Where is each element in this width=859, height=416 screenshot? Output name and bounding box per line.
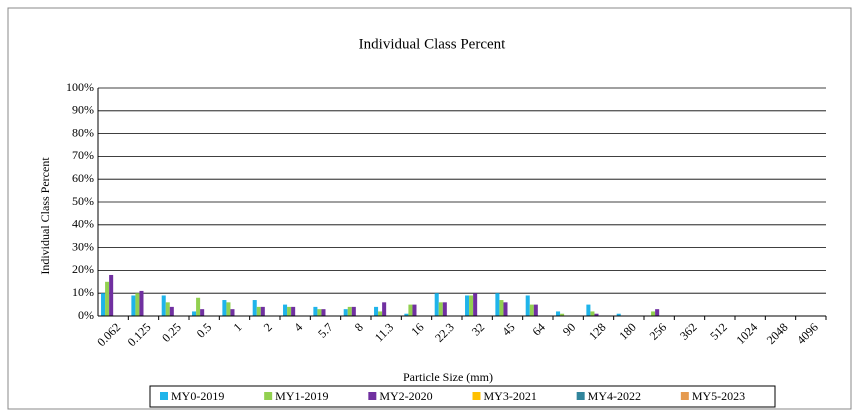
bar (343, 309, 348, 316)
legend-label: MY0-2019 (171, 389, 224, 403)
bar (499, 300, 504, 316)
bar (616, 313, 621, 316)
bar (260, 306, 265, 316)
bar (313, 306, 318, 316)
y-axis-title: Individual Class Percent (38, 157, 52, 275)
bar (135, 293, 140, 316)
bar (230, 309, 235, 316)
legend-swatch (576, 392, 585, 400)
bar (226, 302, 231, 316)
bar (594, 313, 599, 316)
y-tick-label: 20% (72, 262, 94, 276)
bar (533, 304, 538, 316)
bar (590, 311, 595, 316)
bar (438, 302, 443, 316)
bar (105, 281, 110, 316)
bar (586, 304, 591, 316)
y-tick-label: 100% (66, 80, 94, 94)
y-tick-label: 50% (72, 194, 94, 208)
bar (139, 290, 144, 316)
y-tick-label: 80% (72, 125, 94, 139)
bar (222, 300, 227, 316)
bar (465, 295, 470, 316)
bar (560, 313, 565, 316)
bar (101, 293, 106, 316)
bar (556, 311, 561, 316)
legend-label: MY2-2020 (379, 389, 432, 403)
legend-swatch (680, 392, 689, 400)
bar (651, 311, 656, 316)
x-axis-title: Particle Size (mm) (403, 370, 493, 384)
bar (434, 293, 439, 316)
bar (287, 306, 292, 316)
bar (131, 295, 136, 316)
bar (655, 309, 660, 316)
legend-box (149, 385, 776, 408)
bar (256, 306, 261, 316)
y-tick-label: 90% (72, 103, 94, 117)
bar (161, 295, 166, 316)
bar (200, 309, 205, 316)
chart-frame (7, 7, 852, 410)
bar (442, 302, 447, 316)
y-tick-label: 0% (78, 308, 94, 322)
legend-label: MY5-2023 (692, 389, 745, 403)
bar (165, 302, 170, 316)
bar (317, 309, 322, 316)
bar (382, 302, 387, 316)
y-tick-label: 30% (72, 239, 94, 253)
y-tick-label: 40% (72, 217, 94, 231)
legend-swatch (264, 392, 273, 400)
bar (404, 313, 409, 316)
y-tick-label: 10% (72, 285, 94, 299)
chart-title: Individual Class Percent (359, 36, 506, 52)
bar (469, 295, 474, 316)
bar (378, 311, 383, 316)
bar (412, 304, 417, 316)
bar (252, 300, 257, 316)
legend-label: MY3-2021 (484, 389, 537, 403)
bar (374, 306, 379, 316)
bar (291, 306, 296, 316)
legend-label: MY4-2022 (588, 389, 641, 403)
y-tick-label: 70% (72, 148, 94, 162)
legend-swatch (160, 392, 168, 400)
bar (525, 295, 530, 316)
y-tick-label: 60% (72, 171, 94, 185)
bar (408, 304, 413, 316)
bar (529, 304, 534, 316)
bar (351, 306, 356, 316)
bar (321, 309, 326, 316)
bar (473, 293, 478, 316)
bar (109, 274, 114, 316)
bar (495, 293, 500, 316)
legend-swatch (472, 392, 481, 400)
bar (169, 306, 174, 316)
legend-label: MY1-2019 (275, 389, 328, 403)
bar (196, 297, 201, 316)
bar (347, 306, 352, 316)
bar (503, 302, 508, 316)
legend-swatch (368, 392, 377, 400)
bar (192, 311, 197, 316)
bar (283, 304, 288, 316)
